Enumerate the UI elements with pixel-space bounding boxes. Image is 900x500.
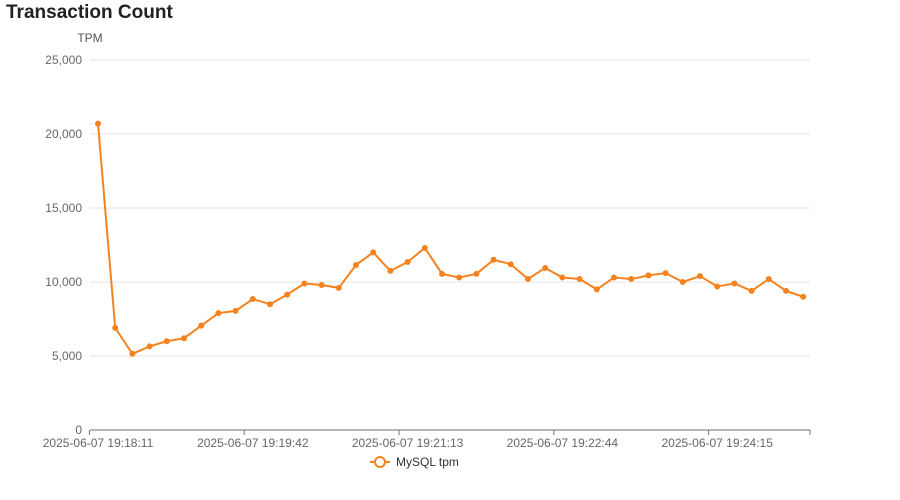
data-point[interactable] xyxy=(456,274,463,281)
data-point[interactable] xyxy=(301,280,308,287)
data-point[interactable] xyxy=(507,261,514,268)
data-point[interactable] xyxy=(697,273,703,280)
data-point[interactable] xyxy=(421,244,428,251)
y-tick-label: 5,000 xyxy=(52,349,82,363)
data-point[interactable] xyxy=(611,274,617,281)
x-tick-label: 2025-06-07 19:21:13 xyxy=(352,436,464,450)
y-tick-label: 20,000 xyxy=(45,127,82,141)
axes: 0 5,000 10,000 15,000 20,000 25,000 2025-06-07… xyxy=(43,53,811,450)
data-point[interactable] xyxy=(146,343,153,350)
data-point[interactable] xyxy=(731,280,738,287)
data-point[interactable] xyxy=(714,283,721,290)
data-point[interactable] xyxy=(404,259,411,266)
data-point[interactable] xyxy=(267,301,273,308)
data-point[interactable] xyxy=(353,261,359,268)
series-layer xyxy=(95,120,807,357)
data-point[interactable] xyxy=(593,286,600,293)
grid-lines xyxy=(90,59,810,357)
data-point[interactable] xyxy=(679,279,686,285)
y-axis-label: TPM xyxy=(77,31,102,45)
data-point[interactable] xyxy=(765,276,772,283)
data-point[interactable] xyxy=(198,322,205,329)
data-point[interactable] xyxy=(525,276,531,283)
legend-marker xyxy=(374,456,386,468)
data-point[interactable] xyxy=(284,291,291,298)
data-point[interactable] xyxy=(542,264,549,271)
data-point[interactable] xyxy=(748,287,755,294)
data-point[interactable] xyxy=(576,276,583,283)
data-point[interactable] xyxy=(318,281,325,288)
chart-title: Transaction Count xyxy=(6,2,173,23)
data-point[interactable] xyxy=(473,270,480,277)
data-point[interactable] xyxy=(215,310,222,317)
data-point[interactable] xyxy=(129,350,136,357)
y-tick-label: 25,000 xyxy=(45,53,82,67)
data-point[interactable] xyxy=(783,287,789,294)
data-point[interactable] xyxy=(249,296,256,303)
series-line xyxy=(97,123,804,355)
data-point[interactable] xyxy=(662,270,669,277)
x-tick-label: 2025-06-07 19:19:42 xyxy=(197,436,309,450)
data-point[interactable] xyxy=(800,293,807,300)
y-tick-label: 0 xyxy=(75,423,82,437)
y-tick-label: 10,000 xyxy=(45,275,82,289)
data-point[interactable] xyxy=(335,284,342,291)
data-point[interactable] xyxy=(112,324,119,331)
data-point[interactable] xyxy=(645,272,652,279)
x-tick-label: 2025-06-07 19:24:15 xyxy=(661,436,773,450)
legend[interactable]: MySQL tpm xyxy=(370,455,459,469)
data-point[interactable] xyxy=(387,267,394,274)
x-tick-label: 2025-06-07 19:22:44 xyxy=(507,436,619,450)
y-tick-label: 15,000 xyxy=(45,201,82,215)
data-point[interactable] xyxy=(163,338,170,345)
data-point[interactable] xyxy=(95,120,101,127)
data-point[interactable] xyxy=(628,276,635,283)
data-point[interactable] xyxy=(490,256,497,263)
data-point[interactable] xyxy=(370,249,377,256)
data-point[interactable] xyxy=(232,307,239,314)
legend-label[interactable]: MySQL tpm xyxy=(396,455,459,469)
data-point[interactable] xyxy=(181,335,187,342)
x-tick-label: 2025-06-07 19:18:11 xyxy=(43,436,154,450)
data-point[interactable] xyxy=(439,270,445,277)
data-point[interactable] xyxy=(559,274,566,281)
